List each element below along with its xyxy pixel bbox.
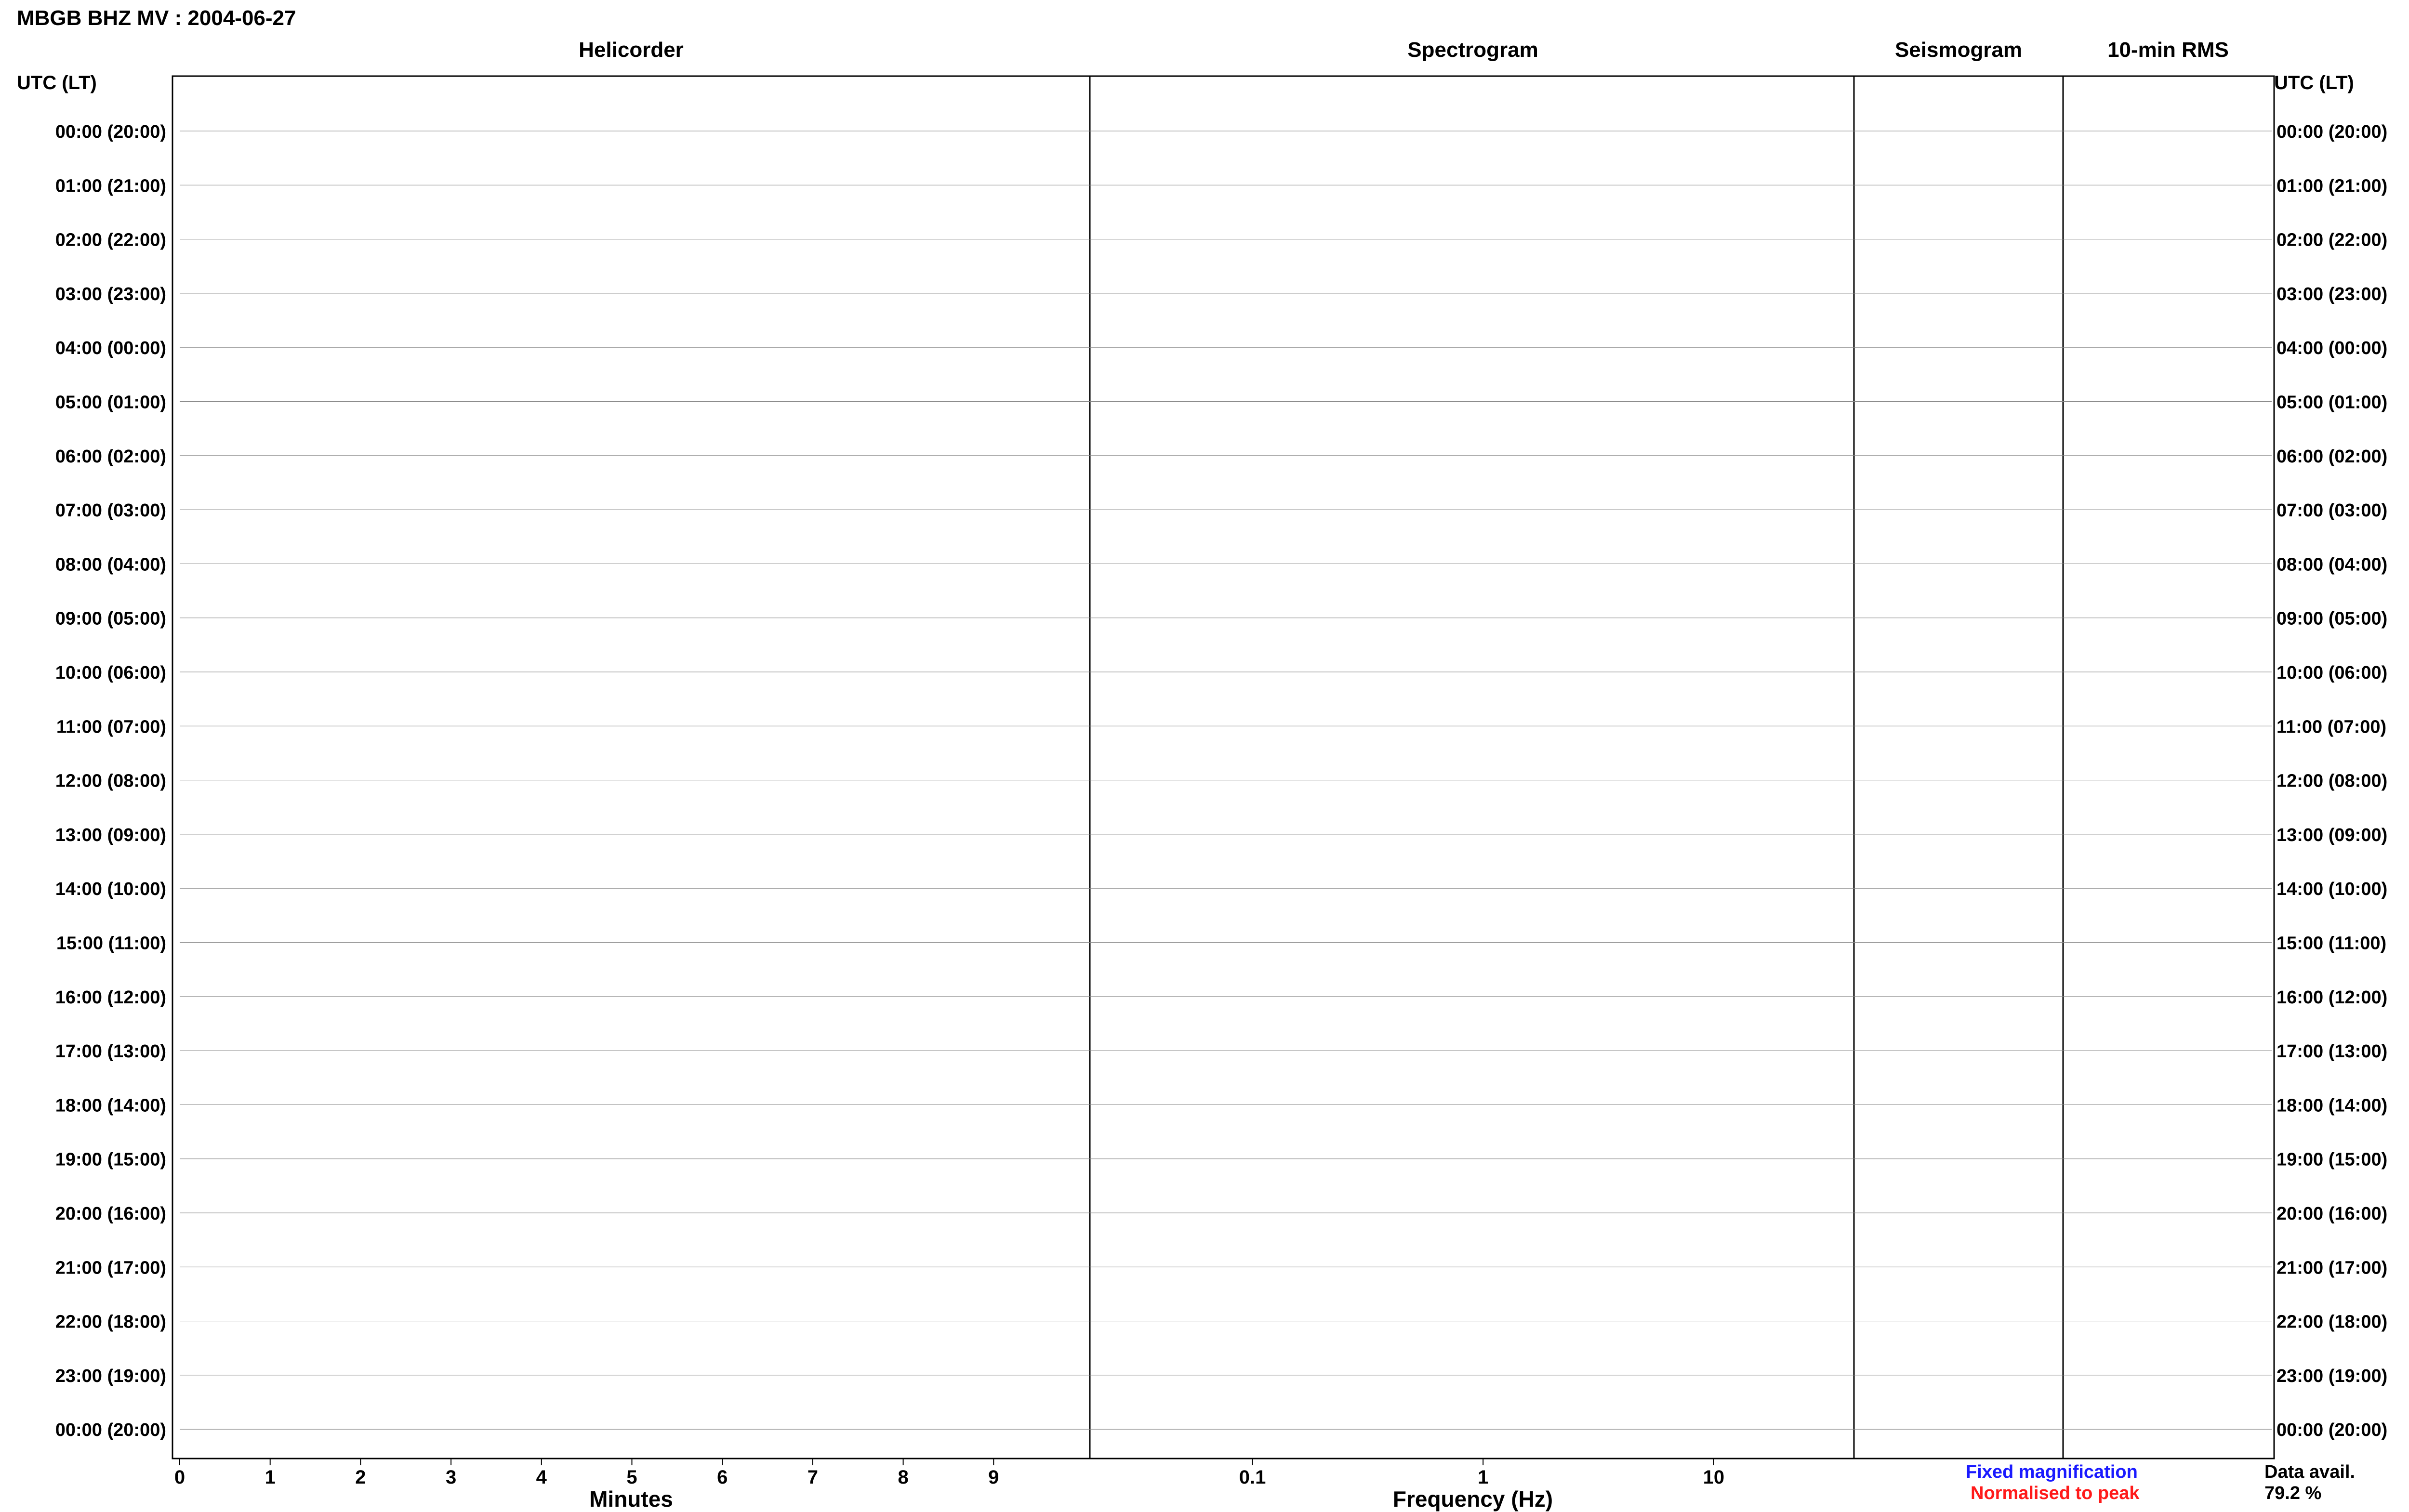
helicorder-x-label: Minutes bbox=[589, 1486, 673, 1512]
hour-label-right: 16:00 (12:00) bbox=[2277, 987, 2387, 1008]
hour-label-right: 03:00 (23:00) bbox=[2277, 284, 2387, 304]
hour-label-right: 06:00 (02:00) bbox=[2277, 447, 2387, 467]
hour-label-right: 20:00 (16:00) bbox=[2277, 1204, 2387, 1224]
hour-label-left: 14:00 (10:00) bbox=[55, 879, 166, 899]
legend-fixed: Fixed magnification bbox=[1966, 1462, 2138, 1482]
hour-label-left: 01:00 (21:00) bbox=[55, 176, 166, 196]
hour-label-left: 07:00 (03:00) bbox=[55, 500, 166, 521]
hour-label-left: 06:00 (02:00) bbox=[55, 447, 166, 467]
hour-label-left: 17:00 (13:00) bbox=[55, 1041, 166, 1062]
hour-label-left: 21:00 (17:00) bbox=[55, 1258, 166, 1278]
figure-title: MBGB BHZ MV : 2004-06-27 bbox=[17, 6, 296, 30]
hour-label-right: 01:00 (21:00) bbox=[2277, 176, 2387, 196]
hour-label-right: 05:00 (01:00) bbox=[2277, 393, 2387, 413]
rms-title: 10-min RMS bbox=[2107, 38, 2229, 62]
hour-labels: 00:00 (20:00) 00:00 (20:00) 01:00 (21:00) 0… bbox=[55, 122, 2388, 1440]
right-axis-title: UTC (LT) bbox=[2274, 72, 2354, 93]
hour-label-right: 21:00 (17:00) bbox=[2277, 1258, 2387, 1278]
helicorder-tick-label: 7 bbox=[807, 1467, 818, 1488]
spectrogram-x-label: Frequency (Hz) bbox=[1393, 1486, 1553, 1512]
helicorder-tick-label: 1 bbox=[265, 1467, 276, 1488]
hour-label-left: 13:00 (09:00) bbox=[55, 825, 166, 845]
hour-label-left: 22:00 (18:00) bbox=[55, 1312, 166, 1332]
plot-frame bbox=[172, 75, 2275, 1459]
hour-label-left: 04:00 (00:00) bbox=[55, 338, 166, 358]
hour-label-right: 18:00 (14:00) bbox=[2277, 1095, 2387, 1116]
hour-label-right: 11:00 (07:00) bbox=[2277, 717, 2386, 737]
hour-label-right: 07:00 (03:00) bbox=[2277, 500, 2387, 521]
axes: 0 1 2 3 4 5 6 7 8 9 0.1 1 10 bbox=[172, 75, 2275, 1488]
helicorder-tick-label: 4 bbox=[536, 1467, 547, 1488]
spectrogram-tick-label: 1 bbox=[1478, 1467, 1488, 1488]
hour-label-right: 08:00 (04:00) bbox=[2277, 554, 2387, 575]
hour-label-left: 09:00 (05:00) bbox=[55, 609, 166, 629]
hour-label-right: 09:00 (05:00) bbox=[2277, 609, 2387, 629]
hour-label-left: 23:00 (19:00) bbox=[55, 1366, 166, 1386]
hour-label-left: 02:00 (22:00) bbox=[55, 230, 166, 250]
hour-label-left: 20:00 (16:00) bbox=[55, 1204, 166, 1224]
hour-label-right: 23:00 (19:00) bbox=[2277, 1366, 2387, 1386]
helicorder-tick-label: 5 bbox=[626, 1467, 637, 1488]
hour-label-left: 08:00 (04:00) bbox=[55, 554, 166, 575]
helicorder-tick-label: 6 bbox=[717, 1467, 728, 1488]
spectrogram-tick-label: 0.1 bbox=[1239, 1467, 1266, 1488]
left-axis-title: UTC (LT) bbox=[17, 72, 97, 93]
hour-label-left: 16:00 (12:00) bbox=[55, 987, 166, 1008]
hour-label-right: 14:00 (10:00) bbox=[2277, 879, 2387, 899]
hour-label-right: 22:00 (18:00) bbox=[2277, 1312, 2387, 1332]
hour-label-left: 19:00 (15:00) bbox=[55, 1150, 166, 1170]
seismogram-title: Seismogram bbox=[1895, 38, 2022, 62]
hour-label-right: 00:00 (20:00) bbox=[2277, 122, 2387, 142]
hour-label-right: 17:00 (13:00) bbox=[2277, 1041, 2387, 1062]
hour-label-right: 04:00 (00:00) bbox=[2277, 338, 2387, 358]
hour-label-right: 15:00 (11:00) bbox=[2277, 933, 2386, 954]
helicorder-tick-label: 0 bbox=[174, 1467, 185, 1488]
spectrogram-tick-label: 10 bbox=[1703, 1467, 1725, 1488]
data-avail-value: 79.2 % bbox=[2264, 1483, 2321, 1503]
helicorder-tick-label: 8 bbox=[898, 1467, 908, 1488]
helicorder-tick-label: 9 bbox=[988, 1467, 999, 1488]
hour-label-right: 19:00 (15:00) bbox=[2277, 1150, 2387, 1170]
hour-label-left: 15:00 (11:00) bbox=[56, 933, 166, 954]
helicorder-tick-label: 3 bbox=[446, 1467, 456, 1488]
hour-label-left: 11:00 (07:00) bbox=[56, 717, 166, 737]
hour-label-left: 18:00 (14:00) bbox=[55, 1095, 166, 1116]
hour-label-left: 10:00 (06:00) bbox=[55, 663, 166, 683]
helicorder-tick-label: 2 bbox=[355, 1467, 366, 1488]
data-avail-label: Data avail. bbox=[2264, 1462, 2355, 1482]
spectrogram-title: Spectrogram bbox=[1407, 38, 1538, 62]
hour-label-left: 00:00 (20:00) bbox=[55, 1420, 166, 1440]
helicorder-title: Helicorder bbox=[579, 38, 684, 62]
hour-label-left: 05:00 (01:00) bbox=[55, 393, 166, 413]
hour-label-right: 12:00 (08:00) bbox=[2277, 771, 2387, 791]
hour-label-right: 02:00 (22:00) bbox=[2277, 230, 2387, 250]
hour-label-left: 00:00 (20:00) bbox=[55, 122, 166, 142]
hour-label-right: 13:00 (09:00) bbox=[2277, 825, 2387, 845]
legend-normalised: Normalised to peak bbox=[1971, 1483, 2140, 1503]
hour-label-right: 10:00 (06:00) bbox=[2277, 663, 2387, 683]
hour-label-left: 12:00 (08:00) bbox=[55, 771, 166, 791]
hour-label-left: 03:00 (23:00) bbox=[55, 284, 166, 304]
hour-label-right: 00:00 (20:00) bbox=[2277, 1420, 2387, 1440]
